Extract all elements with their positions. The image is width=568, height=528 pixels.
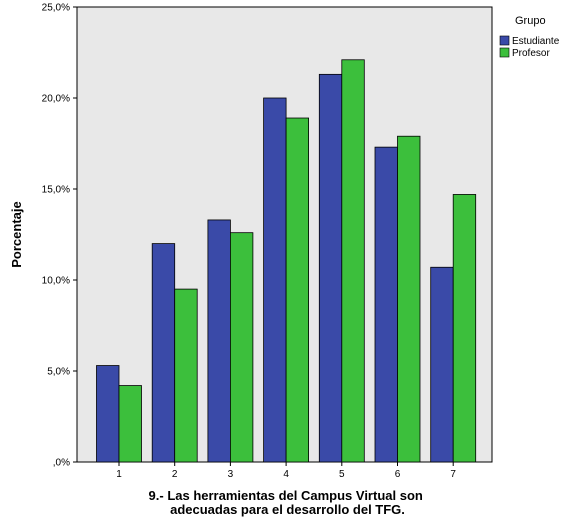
x-tick-label: 1 bbox=[116, 469, 122, 480]
legend-title: Grupo bbox=[515, 15, 546, 27]
y-axis-title: Porcentaje bbox=[9, 201, 24, 267]
x-tick-label: 2 bbox=[172, 469, 178, 480]
bar-estudiante-5 bbox=[318, 73, 343, 463]
x-axis-title-line-2: adecuadas para el desarrollo del TFG. bbox=[170, 502, 405, 517]
x-axis-title: 9.- Las herramientas del Campus Virtual … bbox=[149, 488, 427, 517]
bar-estudiante-2 bbox=[151, 243, 176, 463]
y-tick-label: 25,0% bbox=[42, 3, 70, 14]
x-tick-label: 6 bbox=[395, 469, 401, 480]
bars bbox=[96, 59, 477, 463]
legend-swatch-profesor bbox=[499, 47, 510, 58]
y-tick-label: 10,0% bbox=[42, 276, 70, 287]
x-tick-label: 7 bbox=[450, 469, 456, 480]
y-axis: ,0% 5,0% 10,0% 15,0% 20,0% 25,0% bbox=[42, 3, 77, 469]
x-axis-title-line-1: 9.- Las herramientas del Campus Virtual … bbox=[149, 488, 423, 503]
bar-estudiante-6 bbox=[374, 146, 398, 463]
legend-label-profesor: Profesor bbox=[512, 48, 550, 59]
bar-profesor-2 bbox=[174, 288, 198, 463]
y-tick-label: 5,0% bbox=[47, 367, 70, 378]
y-tick-label: 15,0% bbox=[42, 185, 70, 196]
x-axis: 1 2 3 4 5 6 7 bbox=[116, 462, 456, 480]
bar-profesor-6 bbox=[397, 135, 421, 463]
bar-estudiante-4 bbox=[263, 97, 287, 463]
x-tick-label: 4 bbox=[283, 469, 289, 480]
y-tick-label: 20,0% bbox=[42, 94, 70, 105]
y-tick-label: ,0% bbox=[53, 458, 70, 469]
bar-profesor-4 bbox=[285, 117, 310, 463]
bar-profesor-5 bbox=[341, 59, 365, 463]
bar-estudiante-1 bbox=[96, 365, 120, 463]
bar-profesor-7 bbox=[452, 194, 477, 463]
legend-swatch-estudiante bbox=[499, 35, 510, 46]
bar-profesor-1 bbox=[118, 385, 142, 463]
x-tick-label: 3 bbox=[228, 469, 234, 480]
bar-profesor-3 bbox=[229, 232, 254, 463]
bar-estudiante-3 bbox=[207, 219, 231, 463]
bar-estudiante-7 bbox=[430, 266, 454, 463]
legend-label-estudiante: Estudiante bbox=[512, 36, 560, 47]
x-tick-label: 5 bbox=[339, 469, 345, 480]
